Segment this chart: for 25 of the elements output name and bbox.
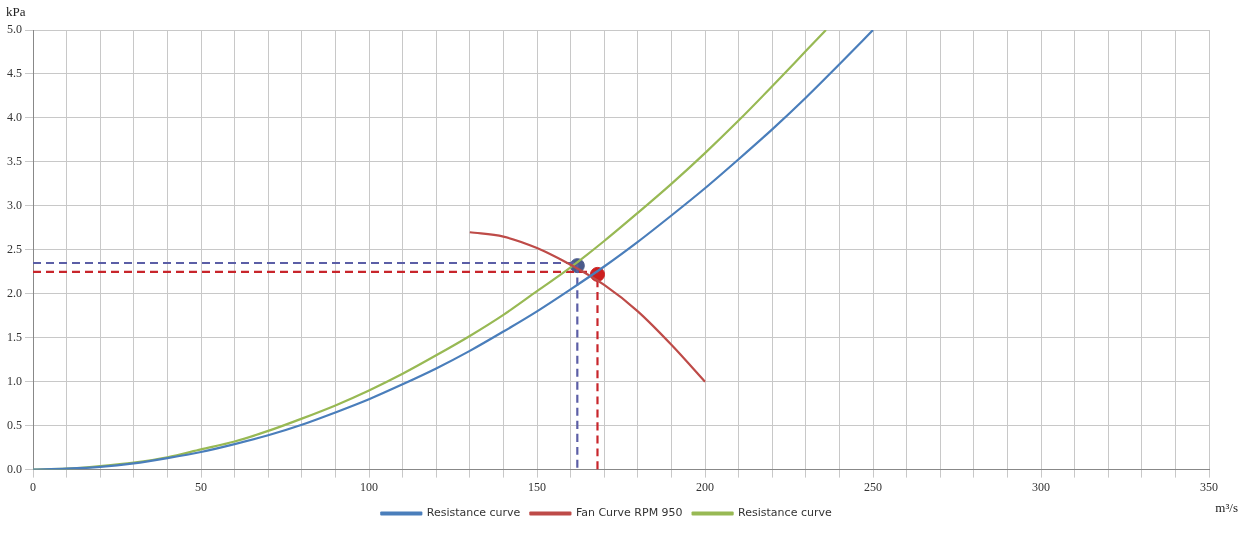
y-tick-label: 4.5	[7, 66, 22, 81]
y-tick-label: 0.5	[7, 417, 22, 432]
legend-label: Resistance curve	[738, 506, 832, 520]
x-tick-label: 300	[1032, 479, 1050, 494]
x-tick-label: 200	[696, 479, 714, 494]
x-tick-label: 50	[195, 479, 207, 494]
y-tick-label: 1.0	[7, 373, 22, 388]
x-tick-label: 100	[360, 479, 378, 494]
y-tick-label: 2.0	[7, 285, 22, 300]
legend-label: Resistance curve	[426, 506, 521, 520]
y-tick-label: 0.0	[7, 461, 22, 476]
y-tick-label: 4.0	[7, 110, 22, 125]
y-axis-title: kPa	[6, 3, 26, 19]
y-tick-label: 5.0	[7, 22, 22, 37]
y-tick-label: 3.5	[7, 154, 22, 169]
legend-label: Fan Curve RPM 950	[575, 506, 683, 520]
x-axis-title: m³/s	[1215, 499, 1238, 515]
y-tick-label: 1.5	[7, 329, 22, 344]
x-tick-label: 150	[528, 479, 546, 494]
y-tick-label: 2.5	[7, 241, 22, 256]
x-tick-label: 0	[30, 479, 36, 494]
x-tick-label: 350	[1200, 479, 1218, 494]
line-series	[468, 231, 707, 383]
x-tick-label: 250	[864, 479, 882, 494]
y-tick-label: 3.0	[7, 198, 22, 212]
